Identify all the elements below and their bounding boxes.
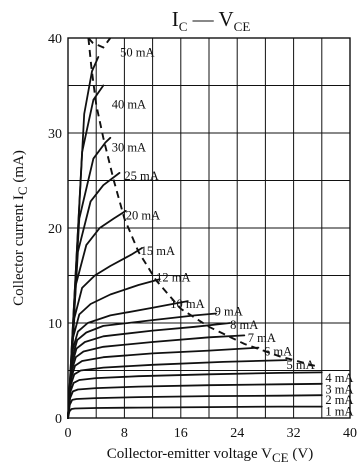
y-axis-title: Collector current IC (mA) (11, 150, 30, 306)
boundary-top-dashed-line (87, 37, 112, 49)
chart-title-sep: — V (187, 7, 233, 31)
y-axis-title-sub: C (15, 186, 30, 195)
y-tick-label: 10 (48, 317, 62, 332)
grid (68, 38, 350, 418)
chart-title-sub1: C (179, 19, 188, 34)
curve-50-ma (67, 56, 100, 419)
curve-label-15-ma: 15 mA (141, 244, 175, 258)
x-axis-title-main: Collector-emitter voltage V (107, 446, 272, 462)
curve-1-ma (67, 405, 323, 419)
curve-label-50-ma: 50 mA (120, 45, 154, 59)
x-axis-title-unit: (V) (289, 446, 314, 462)
characteristic-curves (67, 56, 323, 419)
x-axis-title: Collector-emitter voltage VCE (V) (107, 446, 313, 465)
curve-label-4-ma: 4 mA (325, 371, 353, 385)
x-axis-title-sub: CE (272, 450, 289, 465)
curve-label-2-ma: 2 mA (325, 393, 353, 407)
curve-2-ma (67, 394, 323, 419)
curve-label-30-ma: 30 mA (112, 140, 146, 154)
curve-3-ma (67, 382, 323, 419)
chart-title: IC — VCE (172, 7, 251, 34)
x-tick-label: 40 (343, 426, 357, 441)
y-axis-title-unit: (mA) (11, 150, 27, 186)
chart-title-sub2: CE (234, 19, 251, 34)
x-tick-label: 0 (65, 426, 72, 441)
curve-5-ma (67, 359, 288, 419)
x-tick-label: 32 (287, 426, 301, 441)
curve-label-20-ma: 20 mA (126, 209, 160, 223)
tick-labels: 0 8 16 24 32 40 0 10 20 30 40 (48, 32, 357, 441)
boundary-curve (87, 37, 316, 367)
curve-label-9-ma: 9 mA (215, 305, 243, 319)
curve-4-ma (67, 371, 323, 419)
curve-label-25-ma: 25 mA (124, 169, 158, 183)
plot-frame (67, 37, 351, 419)
curve-label-10-ma: 10 mA (170, 297, 204, 311)
curve-label-8-ma: 8 mA (230, 318, 258, 332)
curve-label-12-ma: 12 mA (156, 270, 190, 284)
curve-label-1-ma: 1 mA (325, 404, 353, 418)
y-axis-title-main: Collector current I (11, 195, 27, 306)
plot-border (67, 37, 351, 419)
y-tick-label: 40 (48, 32, 62, 47)
chart-title-main: I (172, 7, 179, 31)
curve-label-40-ma: 40 mA (112, 98, 146, 112)
x-tick-label: 8 (121, 426, 128, 441)
x-tick-label: 24 (230, 426, 244, 441)
curve-labels: 50 mA 40 mA 30 mA 25 mA 20 mA 15 mA 12 mA 10 mA… (112, 45, 354, 418)
y-tick-label: 30 (48, 127, 62, 142)
curve-label-6-ma: 6 mA (264, 345, 292, 359)
curve-7-ma (67, 334, 246, 419)
curve-label-7-ma: 7 mA (248, 331, 276, 345)
y-tick-label: 0 (55, 412, 62, 427)
boundary-dashed-line (87, 37, 316, 367)
x-tick-label: 16 (174, 426, 188, 441)
curve-9-ma (67, 312, 217, 419)
curve-label-3-ma: 3 mA (325, 383, 353, 397)
curve-label-5-ma: 5 mA (287, 358, 315, 372)
y-tick-label: 20 (48, 222, 62, 237)
